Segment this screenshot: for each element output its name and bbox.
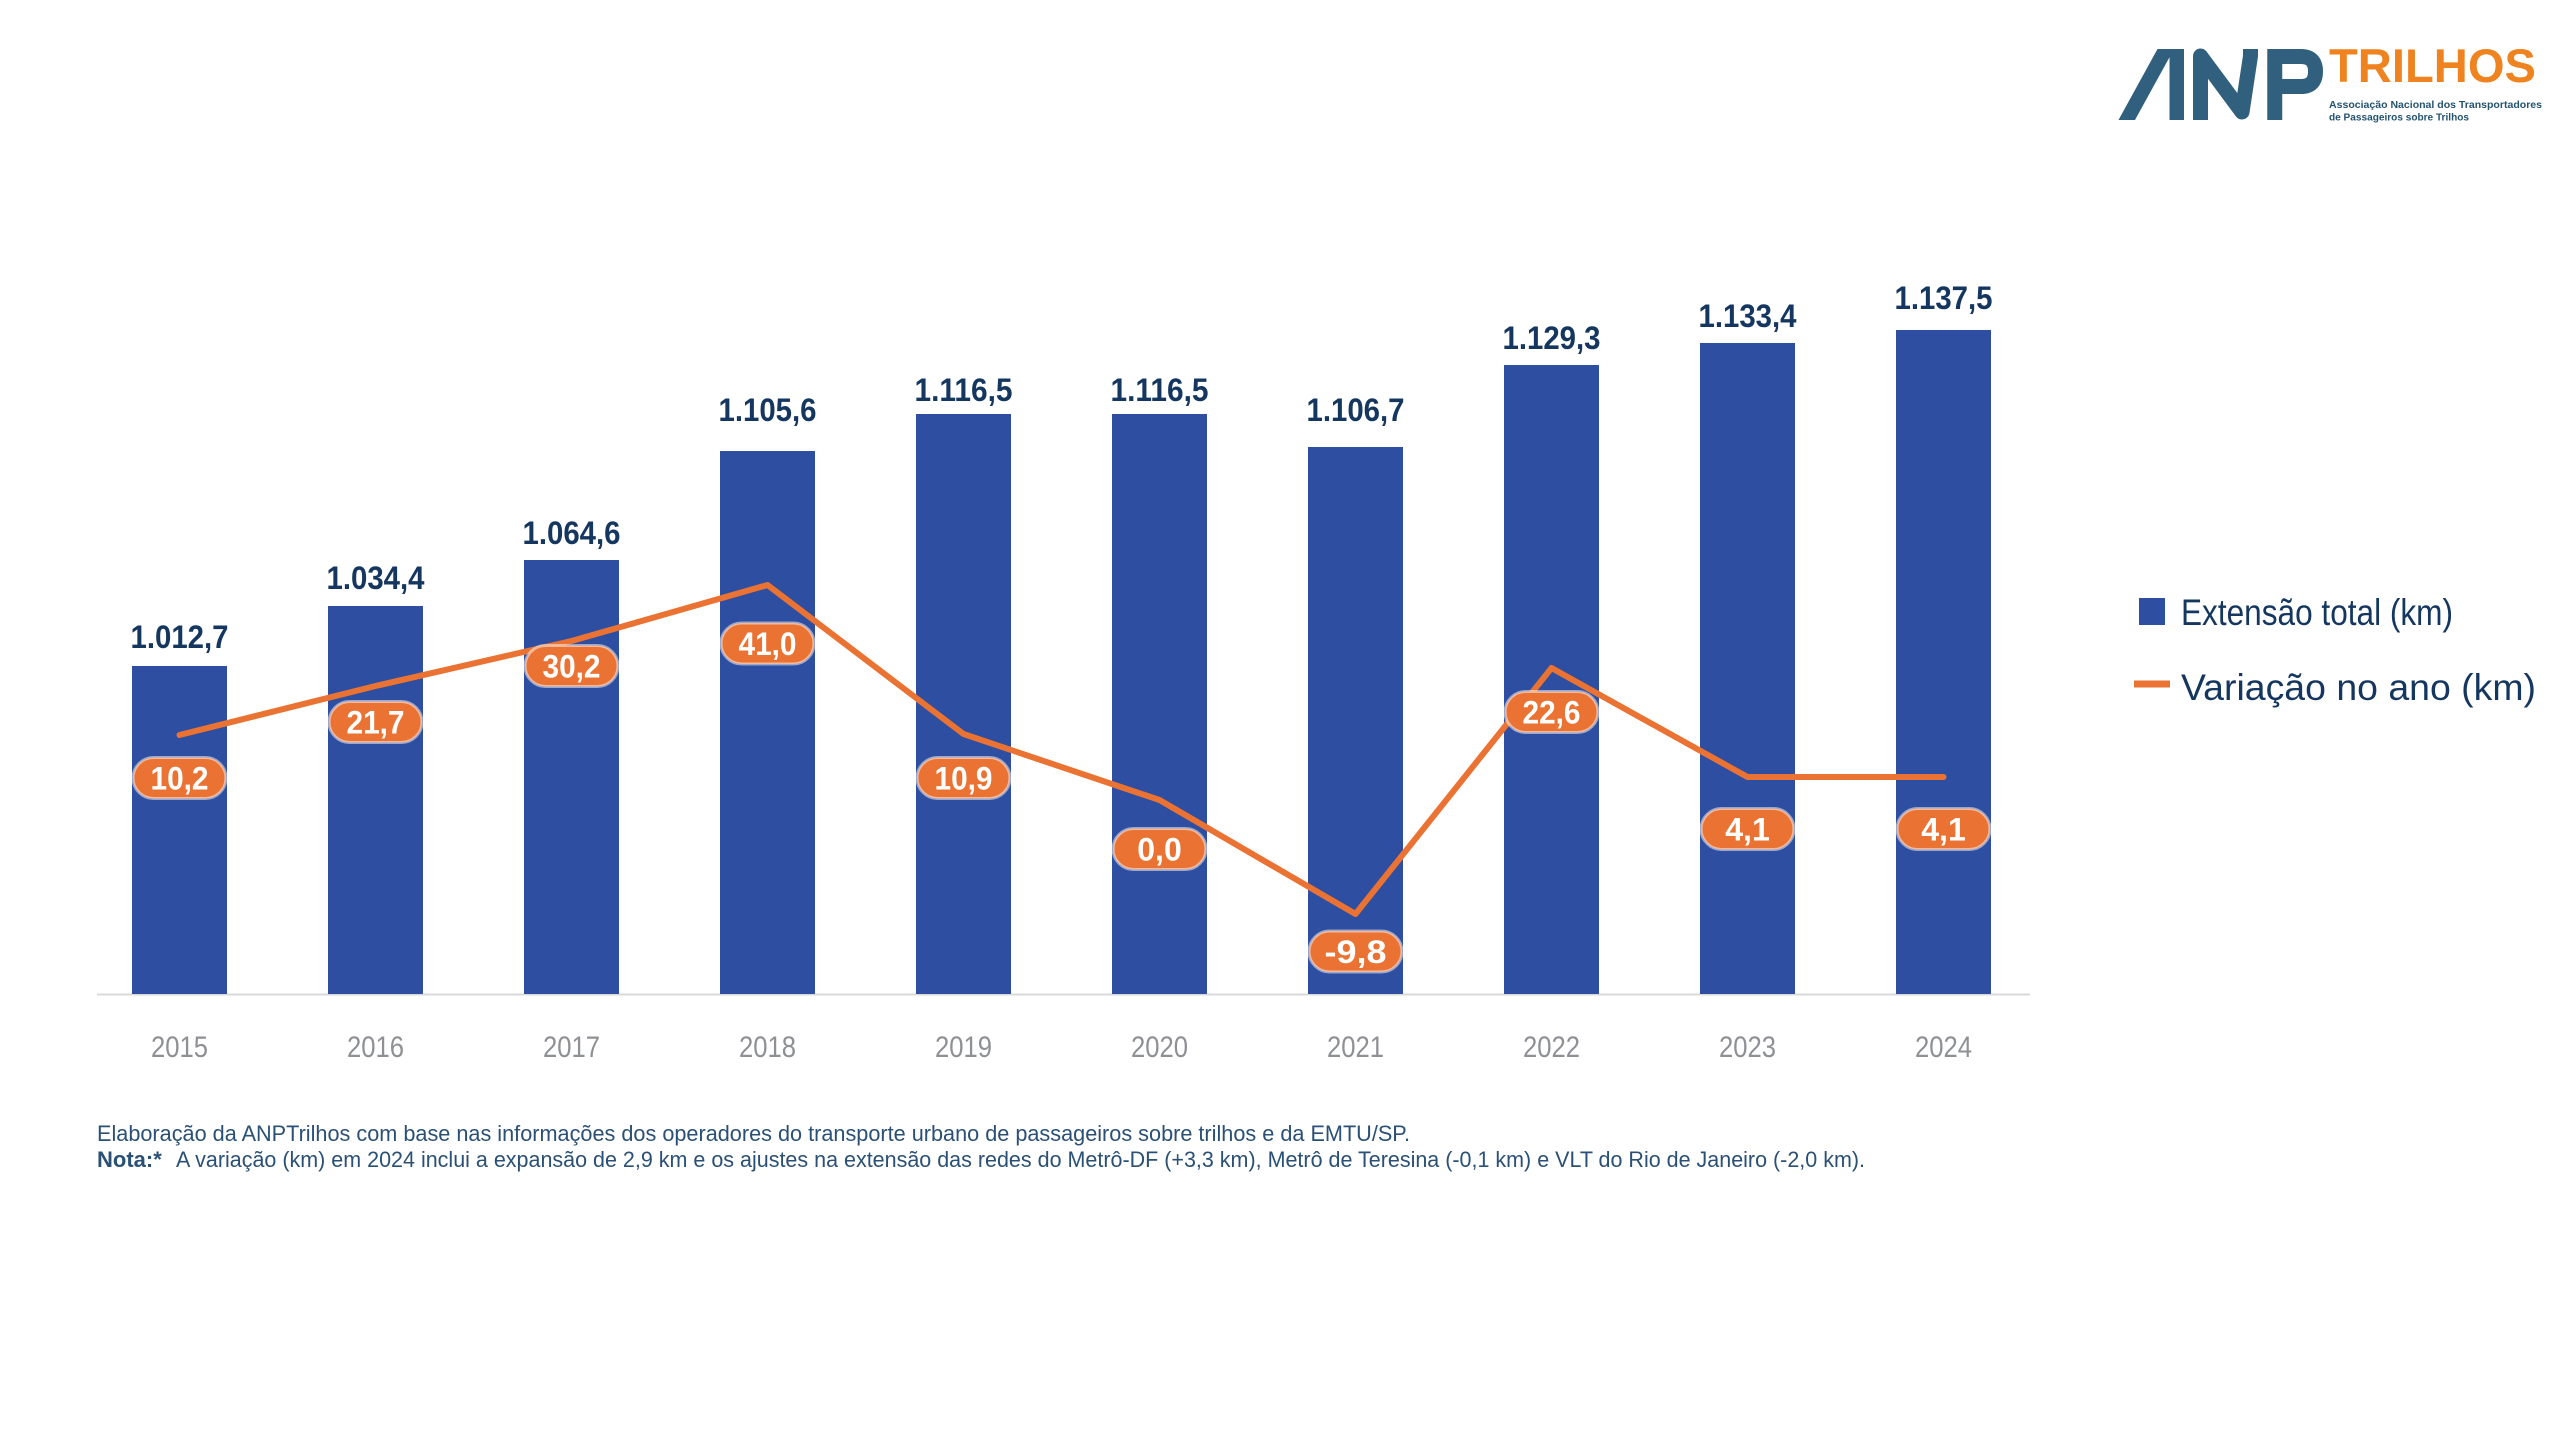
svg-text:1.129,3: 1.129,3 bbox=[1503, 320, 1601, 356]
svg-text:2019: 2019 bbox=[935, 1031, 992, 1064]
svg-text:22,6: 22,6 bbox=[1523, 695, 1581, 731]
svg-text:Extensão total (km): Extensão total (km) bbox=[2181, 592, 2453, 633]
svg-text:1.106,7: 1.106,7 bbox=[1307, 392, 1405, 428]
svg-text:1.133,4: 1.133,4 bbox=[1699, 298, 1797, 334]
svg-text:41,0: 41,0 bbox=[739, 626, 797, 662]
svg-text:2021: 2021 bbox=[1327, 1031, 1384, 1064]
svg-text:2018: 2018 bbox=[739, 1031, 796, 1064]
svg-text:4,1: 4,1 bbox=[1725, 812, 1769, 848]
svg-text:21,7: 21,7 bbox=[347, 705, 405, 741]
svg-text:2015: 2015 bbox=[151, 1031, 208, 1064]
svg-text:-9,8: -9,8 bbox=[1325, 934, 1387, 970]
svg-text:10,9: 10,9 bbox=[935, 761, 993, 797]
svg-text:4,1: 4,1 bbox=[1921, 812, 1965, 848]
svg-text:2020: 2020 bbox=[1131, 1031, 1188, 1064]
svg-text:1.116,5: 1.116,5 bbox=[915, 372, 1013, 408]
svg-text:A variação (km) em 2024 inclui: A variação (km) em 2024 inclui a expansã… bbox=[176, 1147, 1865, 1172]
svg-text:1.064,6: 1.064,6 bbox=[523, 515, 621, 551]
svg-text:1.137,5: 1.137,5 bbox=[1895, 280, 1993, 316]
svg-text:Associação Nacional dos Transp: Associação Nacional dos Transportadores bbox=[2329, 99, 2542, 111]
svg-text:10,2: 10,2 bbox=[151, 761, 209, 797]
svg-text:2017: 2017 bbox=[543, 1031, 600, 1064]
svg-text:30,2: 30,2 bbox=[543, 649, 601, 685]
svg-text:1.012,7: 1.012,7 bbox=[131, 619, 229, 655]
svg-text:2016: 2016 bbox=[347, 1031, 404, 1064]
svg-text:1.034,4: 1.034,4 bbox=[327, 560, 425, 596]
svg-text:2022: 2022 bbox=[1523, 1031, 1580, 1064]
svg-text:de Passageiros sobre Trilhos: de Passageiros sobre Trilhos bbox=[2329, 112, 2469, 124]
svg-text:2023: 2023 bbox=[1719, 1031, 1776, 1064]
svg-text:1.116,5: 1.116,5 bbox=[1111, 372, 1209, 408]
svg-text:Nota:*: Nota:* bbox=[97, 1147, 162, 1172]
svg-text:TRILHOS: TRILHOS bbox=[2329, 39, 2536, 92]
svg-text:2024: 2024 bbox=[1915, 1031, 1972, 1064]
svg-text:Variação no ano (km): Variação no ano (km) bbox=[2181, 667, 2536, 708]
svg-text:Elaboração da ANPTrilhos com b: Elaboração da ANPTrilhos com base nas in… bbox=[97, 1121, 1410, 1146]
svg-text:0,0: 0,0 bbox=[1137, 832, 1181, 868]
svg-text:1.105,6: 1.105,6 bbox=[719, 392, 817, 428]
